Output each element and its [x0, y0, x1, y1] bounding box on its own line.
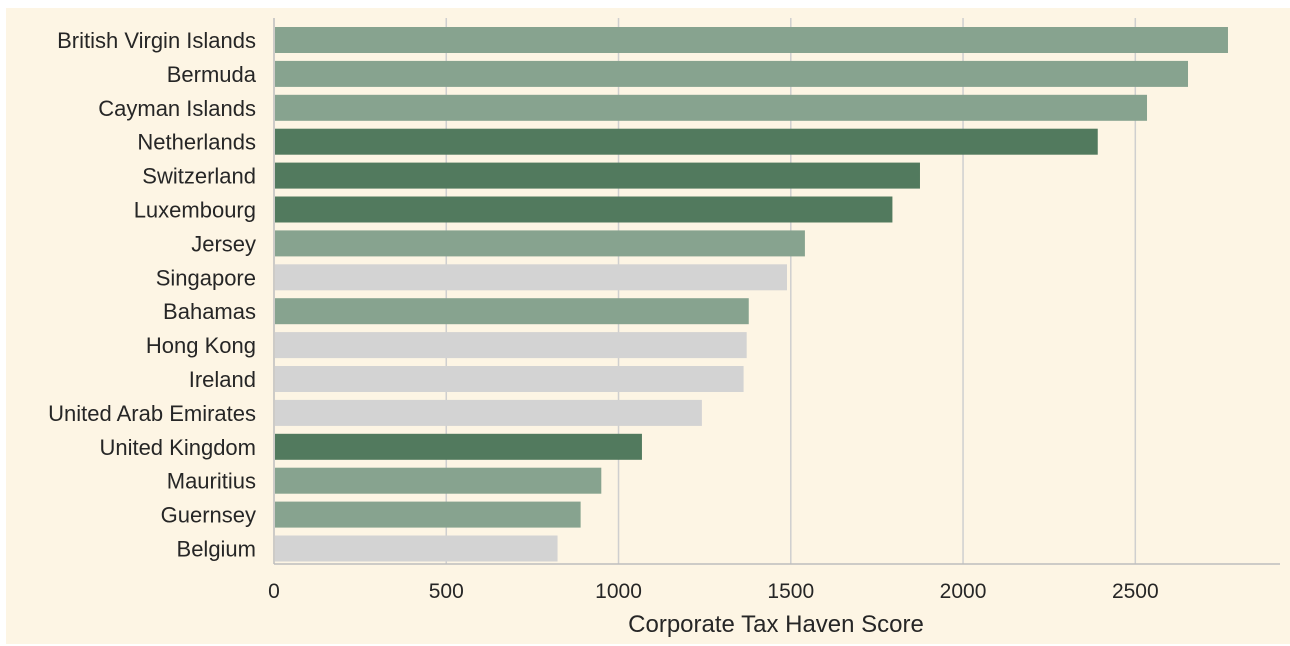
- bars: [275, 27, 1228, 562]
- category-label: Singapore: [156, 265, 256, 290]
- category-label: Jersey: [191, 231, 256, 256]
- category-label: Ireland: [189, 367, 256, 392]
- bar: [275, 298, 749, 325]
- x-axis: 0 500 1000 1500 2000 2500: [268, 18, 1280, 603]
- bar-chart: 0 500 1000 1500 2000 2500 British Virgin Isla…: [48, 18, 1280, 638]
- x-tick-label: 2000: [940, 580, 987, 603]
- bar: [275, 501, 581, 528]
- category-label: United Kingdom: [99, 435, 256, 460]
- category-label: Bahamas: [163, 299, 256, 324]
- x-tick-label: 2500: [1112, 580, 1159, 603]
- bar: [275, 366, 744, 392]
- bar: [275, 196, 893, 223]
- category-label: Hong Kong: [146, 333, 256, 358]
- x-tick-label: 1000: [595, 580, 642, 603]
- bar: [275, 535, 558, 562]
- x-tick-label: 500: [429, 580, 464, 603]
- x-axis-title: Corporate Tax Haven Score: [628, 611, 924, 638]
- category-label: Cayman Islands: [98, 96, 256, 121]
- category-labels: British Virgin Islands Bermuda Cayman Isla…: [48, 28, 257, 562]
- category-label: Guernsey: [161, 503, 256, 528]
- category-label: Mauritius: [167, 469, 256, 494]
- category-label: United Arab Emirates: [48, 401, 256, 426]
- category-label: Bermuda: [167, 62, 257, 87]
- bar: [275, 162, 920, 189]
- bar: [275, 230, 805, 257]
- x-tick-label: 1500: [767, 580, 814, 603]
- category-label: Netherlands: [137, 130, 256, 155]
- bar: [275, 94, 1148, 121]
- x-tick-label: 0: [268, 580, 280, 603]
- bar: [275, 264, 787, 291]
- category-label: Switzerland: [142, 164, 256, 189]
- bar: [275, 128, 1098, 155]
- bar: [275, 27, 1228, 53]
- bar: [275, 60, 1189, 87]
- category-label: Belgium: [177, 537, 256, 562]
- chart-container: 0 500 1000 1500 2000 2500 British Virgin Isla…: [6, 8, 1290, 644]
- bar: [275, 433, 642, 460]
- bar: [275, 399, 702, 426]
- bar: [275, 467, 602, 494]
- category-label: British Virgin Islands: [57, 28, 256, 53]
- bar: [275, 332, 747, 359]
- category-label: Luxembourg: [134, 198, 256, 223]
